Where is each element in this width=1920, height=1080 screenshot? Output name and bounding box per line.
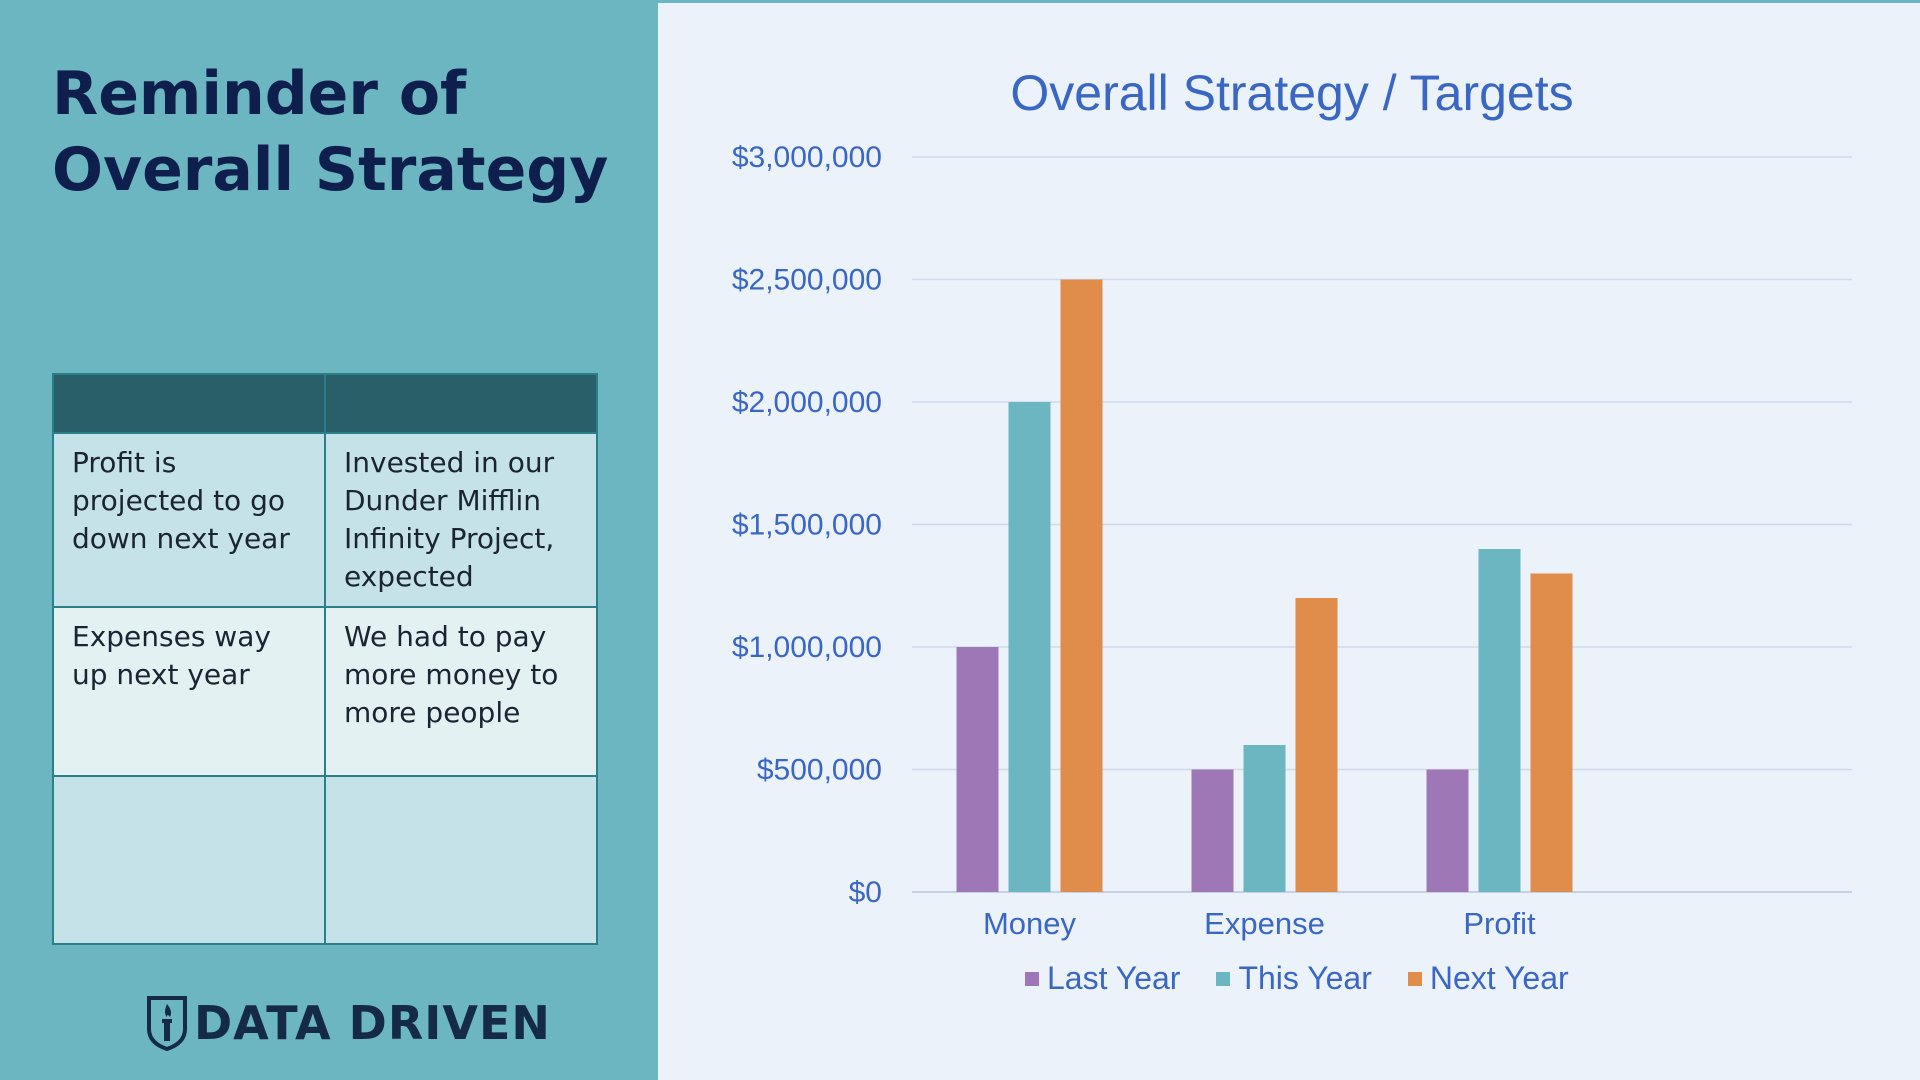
- bar-next-year: [1530, 573, 1573, 892]
- legend-swatch-this-year: [1216, 971, 1231, 986]
- y-tick-label: $500,000: [757, 754, 882, 787]
- bar-this-year: [1008, 402, 1051, 892]
- notes-table: Profit is projected to go down next year…: [52, 373, 598, 945]
- table-cell: Profit is projected to go down next year: [52, 432, 326, 608]
- table-cell: Expenses way up next year: [52, 606, 326, 777]
- top-divider: [658, 0, 1920, 3]
- legend-label: Next Year: [1429, 960, 1569, 996]
- table-row: Expenses way up next year We had to pay …: [52, 606, 598, 777]
- page-title-line-2: Overall Strategy: [52, 135, 609, 205]
- legend-item-last-year: Last Year: [1025, 960, 1180, 997]
- legend-label: This Year: [1238, 960, 1372, 996]
- bar-this-year: [1478, 549, 1521, 892]
- chart-legend: Last Year This Year Next Year: [1025, 960, 1569, 997]
- bar-last-year: [1426, 769, 1469, 892]
- page-title: Reminder of Overall Strategy: [52, 56, 652, 208]
- bar-last-year: [1191, 769, 1234, 892]
- x-tick-label: Money: [983, 906, 1077, 941]
- table-header-cell: [52, 373, 326, 434]
- x-tick-label: Profit: [1463, 906, 1536, 941]
- y-tick-label: $1,500,000: [732, 509, 882, 542]
- table-cell: [52, 775, 326, 945]
- chart-title: Overall Strategy / Targets: [1010, 65, 1574, 121]
- bar-last-year: [956, 647, 999, 892]
- logo: DATA DRIVEN: [146, 994, 551, 1052]
- bar-chart: $0 $500,000 $1,000,000 $1,500,000 $2,000,000…: [732, 141, 1852, 941]
- table-header-row: [52, 373, 598, 434]
- bar-this-year: [1243, 745, 1286, 892]
- y-tick-label: $2,000,000: [732, 386, 882, 419]
- logo-text: DATA DRIVEN: [194, 996, 551, 1050]
- torch-shield-icon: [147, 996, 187, 1051]
- table-cell: We had to pay more money to more people: [324, 606, 598, 777]
- legend-swatch-last-year: [1025, 971, 1039, 986]
- page-title-line-1: Reminder of: [52, 59, 467, 129]
- legend-swatch-next-year: [1407, 971, 1422, 986]
- y-tick-label: $3,000,000: [732, 141, 882, 174]
- y-tick-label: $2,500,000: [732, 264, 882, 297]
- x-tick-label: Expense: [1204, 906, 1325, 941]
- table-cell: [324, 775, 598, 945]
- y-tick-label: $1,000,000: [732, 631, 882, 664]
- bar-next-year: [1060, 279, 1103, 892]
- table-row: [52, 775, 598, 945]
- legend-item-next-year: Next Year: [1407, 960, 1569, 997]
- legend-item-this-year: This Year: [1216, 960, 1372, 997]
- table-row: Profit is projected to go down next year…: [52, 432, 598, 608]
- legend-label: Last Year: [1047, 960, 1181, 996]
- y-tick-label: $0: [849, 876, 882, 909]
- table-header-cell: [324, 373, 598, 434]
- table-cell: Invested in our Dunder Mifflin Infinity …: [324, 432, 598, 608]
- bar-next-year: [1295, 598, 1338, 892]
